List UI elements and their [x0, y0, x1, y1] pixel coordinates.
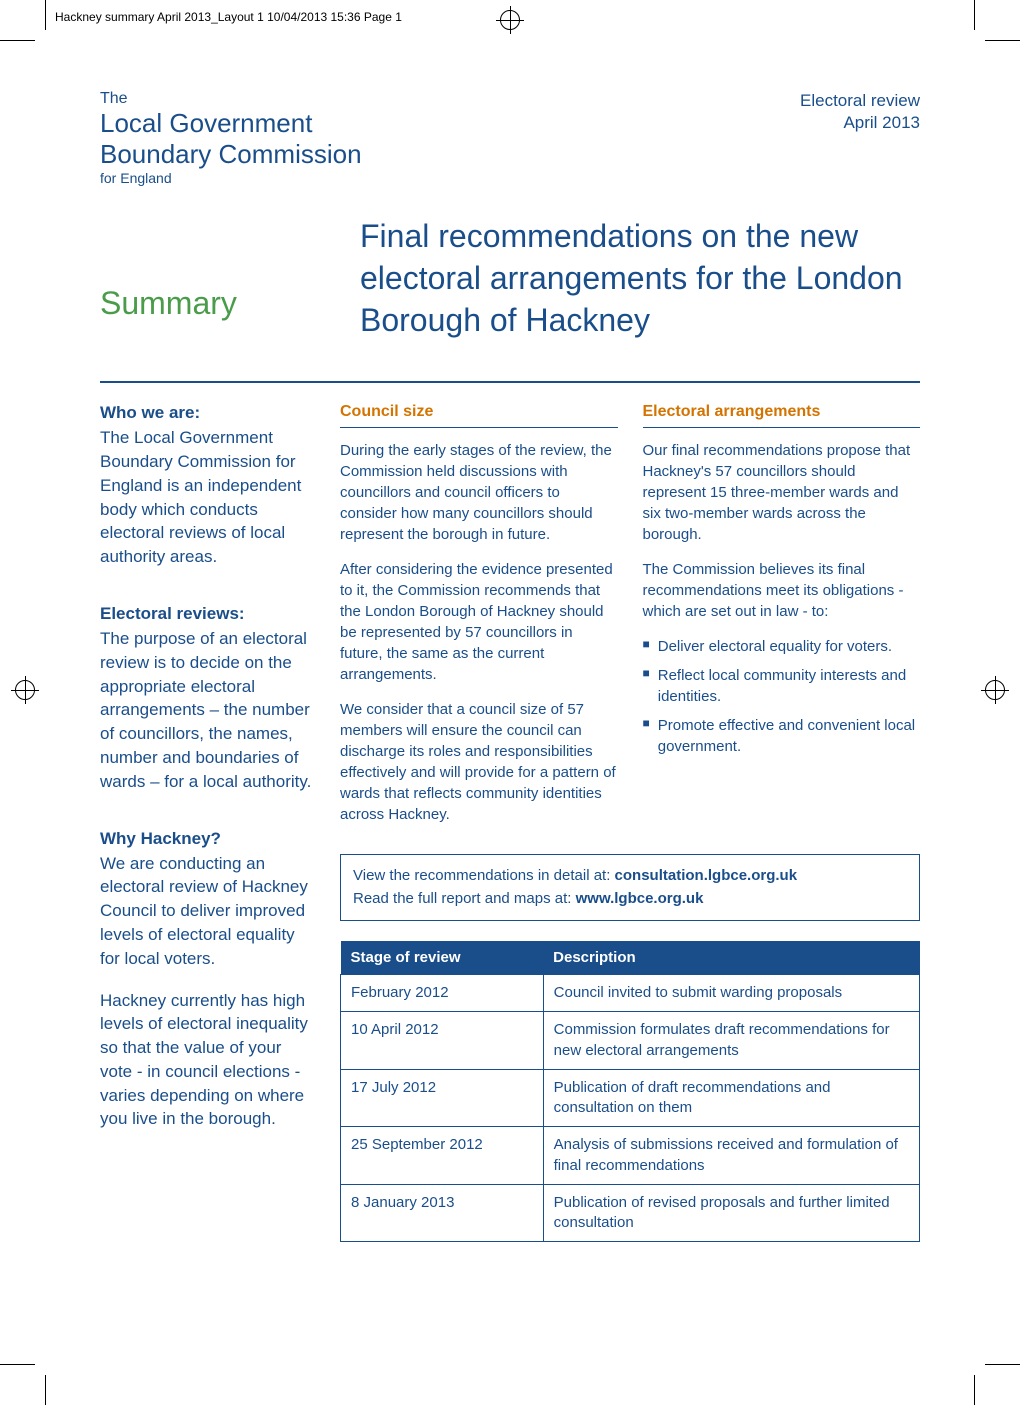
bullet-item: ■ Promote effective and convenient local…: [643, 715, 921, 757]
summary-label: Summary: [100, 285, 237, 322]
logo-main-text: Local Government Boundary Commission: [100, 108, 920, 170]
bullet-item: ■ Deliver electoral equality for voters.: [643, 636, 921, 657]
link-prefix: View the recommendations in detail at:: [353, 867, 615, 884]
section-heading: Electoral arrangements: [643, 403, 921, 428]
sidebar-text: The Local Government Boundary Commission…: [100, 426, 315, 569]
body-paragraph: During the early stages of the review, t…: [340, 440, 618, 545]
table-header-cell: Description: [543, 941, 919, 975]
sidebar-heading: Electoral reviews:: [100, 604, 315, 624]
review-stages-table: Stage of review Description February 201…: [340, 941, 920, 1242]
sidebar-heading: Who we are:: [100, 403, 315, 423]
content-grid: Who we are: The Local Government Boundar…: [100, 381, 920, 1242]
bullet-icon: ■: [643, 636, 650, 657]
link-line: View the recommendations in detail at: c…: [353, 865, 907, 888]
table-cell: Publication of revised proposals and fur…: [543, 1184, 919, 1242]
table-cell: 17 July 2012: [341, 1069, 544, 1127]
crop-mark: [985, 1364, 1020, 1365]
sidebar-text: We are conducting an electoral review of…: [100, 852, 315, 971]
bullet-text: Reflect local community interests and id…: [658, 665, 920, 707]
table-row: 17 July 2012 Publication of draft recomm…: [341, 1069, 920, 1127]
table-cell: 10 April 2012: [341, 1012, 544, 1070]
table-row: 8 January 2013 Publication of revised pr…: [341, 1184, 920, 1242]
body-paragraph: After considering the evidence presented…: [340, 559, 618, 685]
table-cell: Council invited to submit warding propos…: [543, 975, 919, 1012]
sidebar-who-we-are: Who we are: The Local Government Boundar…: [100, 403, 315, 569]
body-paragraph: Our final recommendations propose that H…: [643, 440, 921, 545]
header-meta: Electoral review April 2013: [800, 90, 920, 134]
main-content: Council size During the early stages of …: [340, 403, 920, 1242]
table-cell: 8 January 2013: [341, 1184, 544, 1242]
table-cell: Commission formulates draft recommendati…: [543, 1012, 919, 1070]
registration-mark-icon: [985, 680, 1005, 700]
logo-subtext: for England: [100, 170, 920, 186]
bullet-icon: ■: [643, 715, 650, 757]
registration-mark-icon: [500, 10, 520, 30]
sidebar-why-hackney: Why Hackney? We are conducting an electo…: [100, 829, 315, 1132]
electoral-arrangements-column: Electoral arrangements Our final recomme…: [643, 403, 921, 839]
sidebar-heading: Why Hackney?: [100, 829, 315, 849]
crop-mark: [0, 40, 35, 41]
two-column-section: Council size During the early stages of …: [340, 403, 920, 839]
table-cell: 25 September 2012: [341, 1127, 544, 1185]
header-review-label: Electoral review: [800, 90, 920, 112]
sidebar-text: The purpose of an electoral review is to…: [100, 627, 315, 794]
sidebar-text: Hackney currently has high levels of ele…: [100, 989, 315, 1132]
table-row: February 2012 Council invited to submit …: [341, 975, 920, 1012]
table-row: 25 September 2012 Analysis of submission…: [341, 1127, 920, 1185]
sidebar: Who we are: The Local Government Boundar…: [100, 403, 340, 1242]
header-date: April 2013: [800, 112, 920, 134]
bullet-icon: ■: [643, 665, 650, 707]
crop-mark: [0, 1364, 35, 1365]
link-line: Read the full report and maps at: www.lg…: [353, 888, 907, 911]
crop-mark: [974, 1375, 975, 1405]
crop-mark: [45, 0, 46, 30]
print-file-header: Hackney summary April 2013_Layout 1 10/0…: [55, 10, 402, 24]
table-header-cell: Stage of review: [341, 941, 544, 975]
link-url: consultation.lgbce.org.uk: [615, 867, 798, 884]
logo: The Local Government Boundary Commission…: [100, 90, 920, 186]
body-paragraph: We consider that a council size of 57 me…: [340, 699, 618, 825]
crop-mark: [985, 40, 1020, 41]
link-box: View the recommendations in detail at: c…: [340, 854, 920, 921]
bullet-text: Deliver electoral equality for voters.: [658, 636, 892, 657]
crop-mark: [974, 0, 975, 30]
page-content: Electoral review April 2013 The Local Go…: [50, 50, 970, 1355]
table-cell: Publication of draft recommendations and…: [543, 1069, 919, 1127]
logo-prefix: The: [100, 90, 920, 108]
table-header-row: Stage of review Description: [341, 941, 920, 975]
council-size-column: Council size During the early stages of …: [340, 403, 618, 839]
sidebar-electoral-reviews: Electoral reviews: The purpose of an ele…: [100, 604, 315, 794]
document-title: Final recommendations on the new elector…: [360, 216, 920, 341]
table-cell: Analysis of submissions received and for…: [543, 1127, 919, 1185]
link-prefix: Read the full report and maps at:: [353, 890, 576, 907]
table-row: 10 April 2012 Commission formulates draf…: [341, 1012, 920, 1070]
body-paragraph: The Commission believes its final recomm…: [643, 559, 921, 622]
bullet-text: Promote effective and convenient local g…: [658, 715, 920, 757]
crop-mark: [45, 1375, 46, 1405]
table-cell: February 2012: [341, 975, 544, 1012]
section-heading: Council size: [340, 403, 618, 428]
registration-mark-icon: [15, 680, 35, 700]
bullet-item: ■ Reflect local community interests and …: [643, 665, 921, 707]
link-url: www.lgbce.org.uk: [576, 890, 704, 907]
